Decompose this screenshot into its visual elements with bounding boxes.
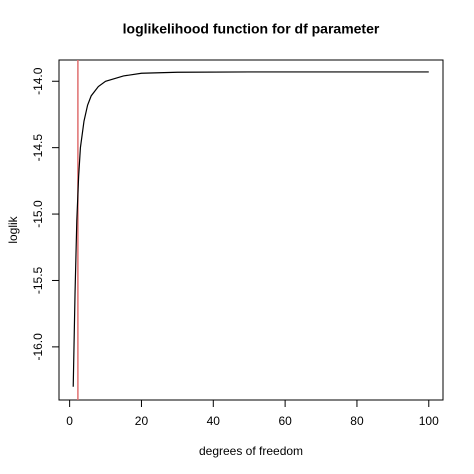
x-tick-label: 0 <box>66 414 73 428</box>
x-tick-label: 60 <box>278 414 292 428</box>
x-tick-label: 20 <box>135 414 149 428</box>
loglik-curve <box>72 71 429 387</box>
x-tick-label: 100 <box>419 414 439 428</box>
plot-box <box>58 59 444 401</box>
y-axis-label: loglik <box>6 215 20 243</box>
y-tick-label: -16.0 <box>31 333 45 361</box>
chart-title: loglikelihood function for df parameter <box>123 21 380 37</box>
x-tick-label: 80 <box>350 414 364 428</box>
x-tick-label: 40 <box>207 414 221 428</box>
y-tick-label: -15.5 <box>31 266 45 294</box>
x-axis-label: degrees of freedom <box>199 444 303 458</box>
y-tick-label: -15.0 <box>31 200 45 228</box>
y-tick-label: -14.5 <box>31 134 45 162</box>
y-tick-label: -14.0 <box>31 67 45 95</box>
